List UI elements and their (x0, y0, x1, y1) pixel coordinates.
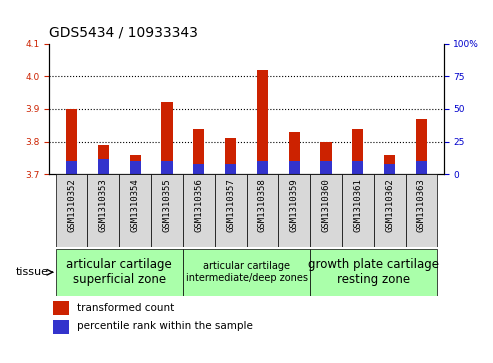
Bar (320, 142, 332, 174)
Text: articular cartilage
intermediate/deep zones: articular cartilage intermediate/deep zo… (185, 261, 308, 283)
Bar (56, 249, 183, 296)
Bar (98, 145, 109, 174)
Bar (56, 174, 87, 247)
Bar (225, 164, 236, 174)
Bar (98, 159, 109, 174)
Bar (193, 164, 205, 174)
Bar (374, 174, 406, 247)
Bar (288, 161, 300, 174)
Bar (225, 138, 236, 174)
Bar (53, 301, 69, 315)
Text: GSM1310359: GSM1310359 (290, 178, 299, 232)
Bar (151, 174, 183, 247)
Text: articular cartilage
superficial zone: articular cartilage superficial zone (67, 258, 172, 286)
Bar (246, 174, 279, 247)
Text: GSM1310352: GSM1310352 (67, 178, 76, 232)
Bar (320, 161, 332, 174)
Text: GSM1310360: GSM1310360 (321, 178, 330, 232)
Bar (161, 102, 173, 174)
Text: percentile rank within the sample: percentile rank within the sample (77, 321, 253, 331)
Bar (342, 174, 374, 247)
Text: GSM1310363: GSM1310363 (417, 178, 426, 232)
Bar (130, 155, 141, 174)
Bar (66, 161, 77, 174)
Text: GSM1310357: GSM1310357 (226, 178, 235, 232)
Bar (130, 161, 141, 174)
Bar (352, 161, 363, 174)
Bar (406, 174, 437, 247)
Text: GSM1310354: GSM1310354 (131, 178, 140, 232)
Bar (53, 319, 69, 334)
Bar (66, 109, 77, 174)
Bar (214, 174, 246, 247)
Text: GSM1310358: GSM1310358 (258, 178, 267, 232)
Text: tissue: tissue (16, 267, 49, 277)
Bar (161, 161, 173, 174)
Bar (416, 161, 427, 174)
Bar (352, 129, 363, 174)
Bar (119, 174, 151, 247)
Bar (279, 174, 310, 247)
Bar (384, 164, 395, 174)
Bar (257, 161, 268, 174)
Text: GSM1310353: GSM1310353 (99, 178, 108, 232)
Bar (416, 119, 427, 174)
Text: transformed count: transformed count (77, 303, 174, 313)
Text: growth plate cartilage
resting zone: growth plate cartilage resting zone (308, 258, 439, 286)
Bar (384, 155, 395, 174)
Bar (87, 174, 119, 247)
Text: GDS5434 / 10933343: GDS5434 / 10933343 (49, 26, 198, 40)
Text: GSM1310356: GSM1310356 (194, 178, 203, 232)
Bar (310, 174, 342, 247)
Bar (310, 249, 437, 296)
Bar (183, 174, 214, 247)
Text: GSM1310362: GSM1310362 (385, 178, 394, 232)
Text: GSM1310361: GSM1310361 (353, 178, 362, 232)
Bar (193, 129, 205, 174)
Text: GSM1310355: GSM1310355 (163, 178, 172, 232)
Bar (183, 249, 310, 296)
Bar (288, 132, 300, 174)
Bar (257, 70, 268, 174)
